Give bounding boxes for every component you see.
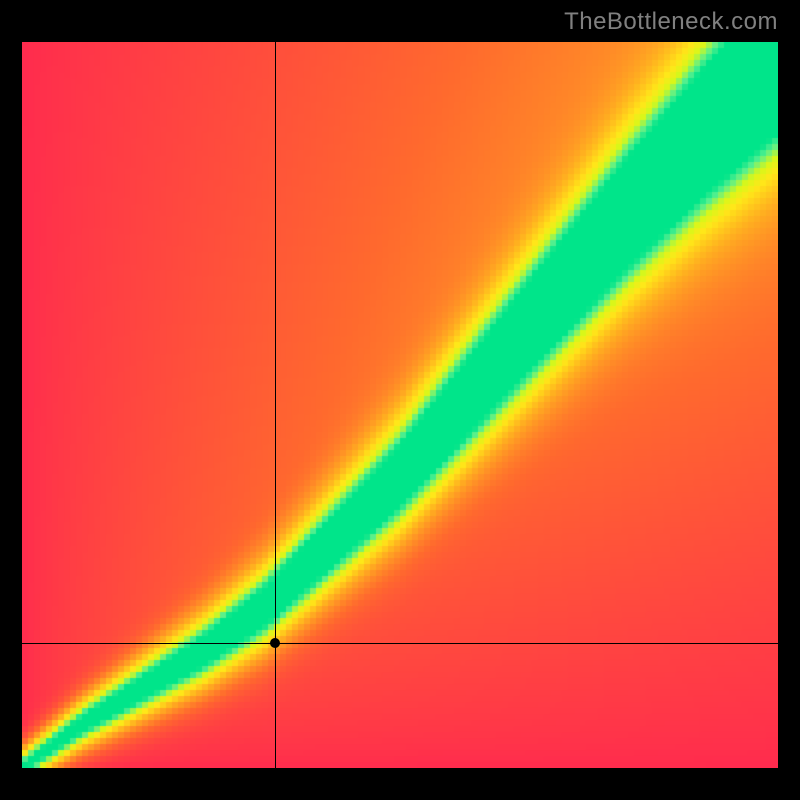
heatmap-plot [22,42,778,768]
heatmap-canvas [22,42,778,768]
crosshair-vertical [275,42,276,768]
crosshair-horizontal [22,643,778,644]
watermark-text: TheBottleneck.com [564,8,778,36]
crosshair-marker [270,638,280,648]
